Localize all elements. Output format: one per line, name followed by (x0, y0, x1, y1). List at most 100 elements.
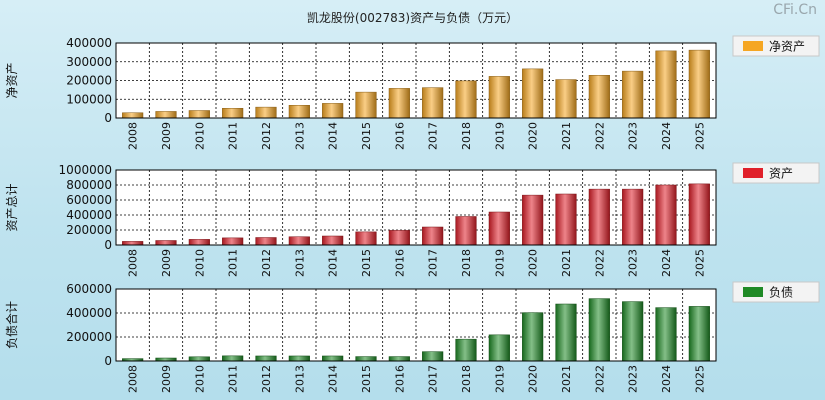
x-tick-label: 2025 (693, 365, 706, 393)
x-tick-label: 2009 (160, 122, 173, 150)
bar-2025 (688, 306, 710, 362)
y-tick-label: 1000000 (59, 163, 112, 177)
bar-2008 (122, 112, 144, 119)
x-tick-label: 2021 (560, 122, 573, 150)
x-tick-label: 2009 (160, 365, 173, 393)
legend-label: 净资产 (769, 40, 805, 54)
bar-2019 (488, 211, 510, 246)
bar-2014 (322, 235, 344, 246)
bar-2010 (188, 356, 210, 362)
bar-2018 (455, 338, 477, 362)
bar-2016 (388, 230, 410, 246)
bar-2024 (655, 184, 677, 246)
bar-2014 (322, 103, 344, 119)
x-tick-label: 2011 (227, 365, 240, 393)
x-tick-label: 2024 (660, 249, 673, 277)
x-tick-label: 2025 (693, 249, 706, 277)
y-tick-label: 0 (104, 111, 112, 125)
legend-label: 资产 (769, 167, 793, 181)
bar-2017 (422, 87, 444, 119)
x-tick-label: 2013 (293, 365, 306, 393)
y-tick-label: 100000 (66, 92, 112, 106)
x-tick-label: 2020 (527, 365, 540, 393)
bar-2020 (522, 194, 544, 246)
bar-2015 (355, 356, 377, 362)
x-tick-label: 2015 (360, 249, 373, 277)
x-tick-label: 2011 (227, 249, 240, 277)
x-tick-label: 2016 (393, 365, 406, 393)
x-tick-label: 2012 (260, 249, 273, 277)
x-tick-label: 2017 (427, 122, 440, 150)
x-tick-label: 2021 (560, 249, 573, 277)
x-tick-label: 2009 (160, 249, 173, 277)
y-tick-label: 800000 (66, 178, 112, 192)
legend-label: 负债 (769, 286, 793, 300)
y-tick-label: 400000 (66, 208, 112, 222)
x-tick-label: 2016 (393, 122, 406, 150)
y-tick-label: 400000 (66, 36, 112, 50)
x-tick-label: 2012 (260, 365, 273, 393)
bar-2019 (488, 334, 510, 362)
bar-2017 (422, 226, 444, 246)
x-tick-label: 2019 (493, 122, 506, 150)
x-tick-label: 2020 (527, 249, 540, 277)
x-tick-label: 2018 (460, 122, 473, 150)
bar-2020 (522, 68, 544, 119)
x-tick-label: 2015 (360, 365, 373, 393)
x-tick-label: 2015 (360, 122, 373, 150)
bar-2010 (188, 239, 210, 246)
x-tick-label: 2024 (660, 122, 673, 150)
bar-2017 (422, 351, 444, 362)
bar-2021 (555, 303, 577, 362)
watermark: CFi.Cn (773, 2, 817, 18)
bar-2012 (255, 355, 277, 362)
chart-title: 凯龙股份(002783)资产与负债（万元） (306, 11, 519, 25)
x-tick-label: 2023 (627, 365, 640, 393)
panel-3: 0 200000 400000 600000 2008 2009 2010 2011 2012 2… (4, 281, 820, 393)
bar-2023 (622, 70, 644, 119)
x-tick-label: 2019 (493, 249, 506, 277)
bar-2008 (122, 241, 144, 246)
legend-swatch (743, 168, 763, 178)
x-tick-label: 2010 (193, 122, 206, 150)
y-tick-label: 0 (104, 238, 112, 252)
x-tick-label: 2018 (460, 249, 473, 277)
x-tick-label: 2014 (327, 122, 340, 150)
x-tick-label: 2016 (393, 249, 406, 277)
y-axis-label: 资产总计 (5, 183, 19, 231)
bar-2020 (522, 312, 544, 362)
bar-2010 (188, 110, 210, 119)
x-tick-label: 2010 (193, 249, 206, 277)
bar-2015 (355, 231, 377, 246)
x-tick-label: 2017 (427, 249, 440, 277)
bar-2019 (488, 76, 510, 119)
bar-2011 (222, 237, 244, 246)
bar-2024 (655, 50, 677, 119)
bar-2009 (155, 111, 177, 119)
bar-2023 (622, 301, 644, 362)
x-tick-label: 2022 (593, 122, 606, 150)
x-tick-label: 2011 (227, 122, 240, 150)
bar-2022 (588, 298, 610, 362)
x-tick-label: 2014 (327, 249, 340, 277)
y-tick-label: 600000 (66, 282, 112, 296)
x-tick-label: 2008 (127, 365, 140, 393)
x-tick-label: 2008 (127, 122, 140, 150)
bar-2014 (322, 355, 344, 362)
bar-2025 (688, 183, 710, 246)
panel-1: 0 100000 200000 300000 400000 2008 2009 2010 201… (5, 35, 820, 150)
bar-2013 (288, 105, 310, 119)
x-tick-label: 2022 (593, 249, 606, 277)
bar-2009 (155, 240, 177, 246)
bar-2011 (222, 355, 244, 362)
y-tick-label: 600000 (66, 193, 112, 207)
x-tick-label: 2021 (560, 365, 573, 393)
bar-2012 (255, 106, 277, 119)
x-tick-label: 2013 (293, 122, 306, 150)
bar-2013 (288, 236, 310, 246)
bar-2021 (555, 79, 577, 119)
x-tick-label: 2023 (627, 122, 640, 150)
x-tick-label: 2014 (327, 365, 340, 393)
